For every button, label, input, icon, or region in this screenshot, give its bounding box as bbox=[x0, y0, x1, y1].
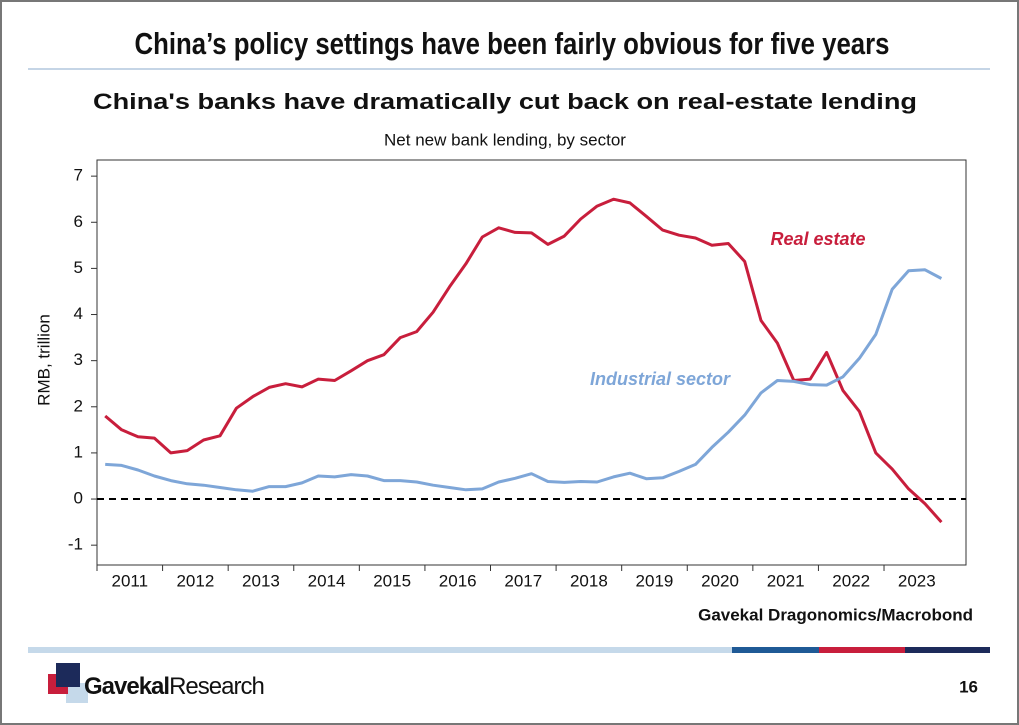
logo-square bbox=[66, 683, 88, 703]
x-tick-label: 2016 bbox=[439, 571, 477, 590]
x-tick-label: 2015 bbox=[373, 571, 411, 590]
y-tick-label: -1 bbox=[68, 535, 83, 554]
series-label: Industrial sector bbox=[590, 369, 731, 389]
y-tick-label: 4 bbox=[74, 304, 83, 323]
series-line bbox=[105, 268, 943, 493]
y-tick-label: 5 bbox=[74, 258, 83, 277]
footer-bar-navy bbox=[905, 647, 990, 653]
x-tick-label: 2022 bbox=[832, 571, 870, 590]
slide-title: China’s policy settings have been fairly… bbox=[135, 26, 890, 61]
x-tick-label: 2014 bbox=[308, 571, 346, 590]
chart-title: China's banks have dramatically cut back… bbox=[93, 89, 917, 114]
logo-bold: Gavekal bbox=[84, 673, 169, 700]
logo-text: GavekalResearch bbox=[84, 673, 264, 700]
logo-mark bbox=[48, 663, 88, 703]
footer-bar bbox=[28, 647, 990, 653]
x-tick-label: 2017 bbox=[504, 571, 542, 590]
x-tick-label: 2018 bbox=[570, 571, 608, 590]
y-tick-label: 7 bbox=[74, 166, 83, 185]
footer-bar-light bbox=[28, 647, 732, 653]
series-label: Real estate bbox=[770, 229, 865, 249]
logo-light: Research bbox=[169, 673, 264, 700]
logo-square bbox=[56, 663, 80, 687]
source: Gavekal Dragonomics/Macrobond bbox=[698, 605, 973, 624]
plot-area bbox=[96, 159, 967, 566]
x-tick-label: 2021 bbox=[767, 571, 805, 590]
x-tick-label: 2012 bbox=[176, 571, 214, 590]
x-tick-label: 2011 bbox=[112, 571, 149, 590]
x-tick-label: 2019 bbox=[636, 571, 674, 590]
footer-bar-blue bbox=[732, 647, 819, 653]
chart-subtitle: Net new bank lending, by sector bbox=[384, 130, 626, 149]
x-tick-label: 2023 bbox=[898, 571, 936, 590]
series-line bbox=[104, 197, 943, 524]
y-tick-label: 3 bbox=[74, 350, 83, 369]
y-axis-label: RMB, trillion bbox=[34, 314, 53, 406]
y-tick-label: 6 bbox=[74, 212, 83, 231]
y-tick-label: 1 bbox=[74, 442, 83, 461]
x-tick-label: 2013 bbox=[242, 571, 280, 590]
y-tick-label: 2 bbox=[74, 396, 83, 415]
footer-bar-red bbox=[819, 647, 905, 653]
y-tick-label: 0 bbox=[74, 489, 83, 508]
x-tick-label: 2020 bbox=[701, 571, 739, 590]
page-number: 16 bbox=[959, 677, 978, 696]
